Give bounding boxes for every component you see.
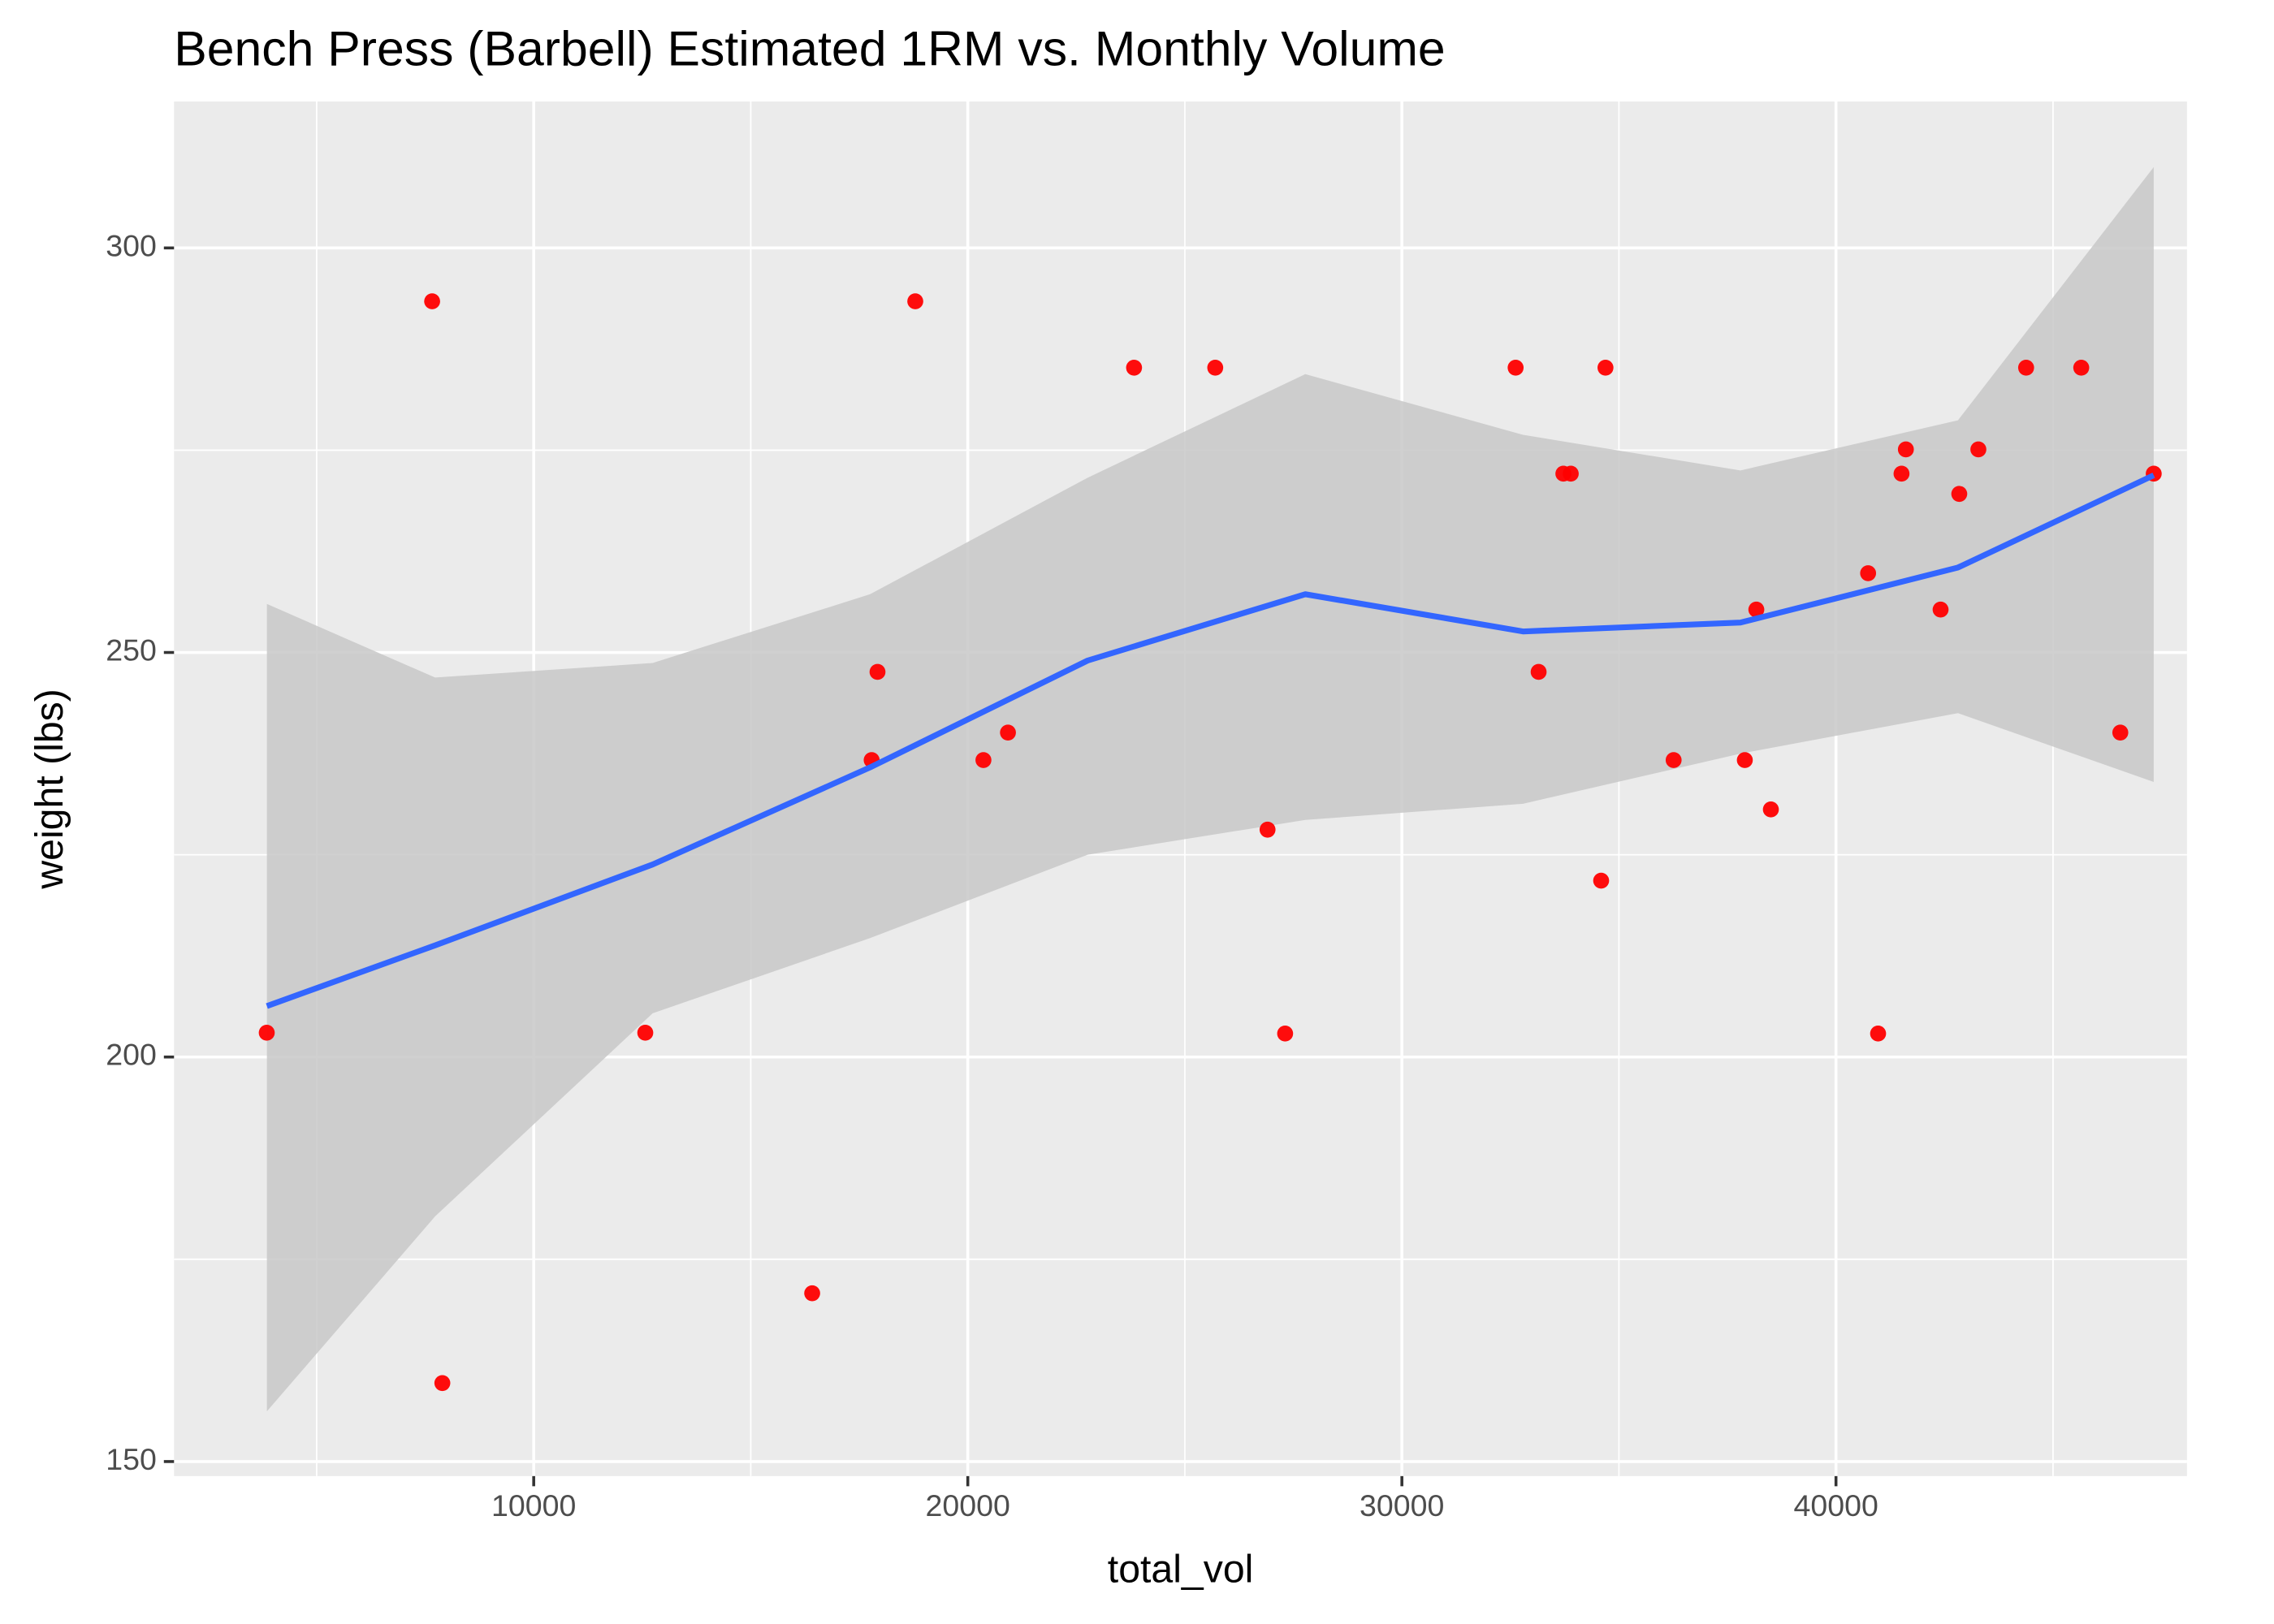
point bbox=[1593, 872, 1610, 889]
point bbox=[1000, 724, 1016, 741]
point bbox=[2073, 359, 2090, 376]
point bbox=[1970, 441, 1987, 458]
point bbox=[2112, 724, 2129, 741]
point bbox=[1951, 486, 1968, 503]
confidence-band bbox=[266, 166, 2154, 1412]
point bbox=[1762, 801, 1779, 818]
point bbox=[1507, 359, 1524, 376]
point bbox=[1126, 359, 1143, 376]
point bbox=[637, 1025, 654, 1041]
point bbox=[1563, 465, 1579, 482]
point bbox=[869, 663, 886, 680]
point bbox=[1259, 821, 1276, 838]
x-tick-label: 30000 bbox=[1360, 1488, 1444, 1522]
point bbox=[424, 293, 440, 309]
x-axis-label: total_vol bbox=[1108, 1547, 1254, 1591]
y-axis-label: weight (lbs) bbox=[28, 689, 71, 889]
point bbox=[1207, 359, 1224, 376]
point bbox=[804, 1285, 820, 1302]
point bbox=[975, 752, 992, 768]
point bbox=[1860, 565, 1877, 581]
chart-title: Bench Press (Barbell) Estimated 1RM vs. … bbox=[174, 20, 1445, 76]
y-tick-label: 300 bbox=[106, 228, 157, 262]
point bbox=[2017, 359, 2034, 376]
point bbox=[1277, 1026, 1294, 1042]
point bbox=[1736, 752, 1753, 768]
x-tick-label: 20000 bbox=[926, 1488, 1010, 1522]
point bbox=[434, 1375, 451, 1392]
point bbox=[1932, 601, 1949, 618]
y-tick-label: 200 bbox=[106, 1038, 157, 1072]
point bbox=[1748, 601, 1765, 618]
x-tick-label: 40000 bbox=[1794, 1488, 1878, 1522]
y-tick-label: 150 bbox=[106, 1442, 157, 1476]
point bbox=[1897, 441, 1914, 458]
smooth-line bbox=[266, 473, 2155, 1009]
point bbox=[258, 1025, 275, 1041]
y-tick-label: 250 bbox=[106, 633, 157, 667]
point bbox=[1530, 663, 1547, 680]
point bbox=[1665, 752, 1682, 768]
point bbox=[1870, 1026, 1887, 1042]
point bbox=[1893, 465, 1910, 482]
x-tick-label: 10000 bbox=[491, 1488, 576, 1522]
point bbox=[1597, 359, 1614, 376]
point bbox=[907, 293, 923, 309]
